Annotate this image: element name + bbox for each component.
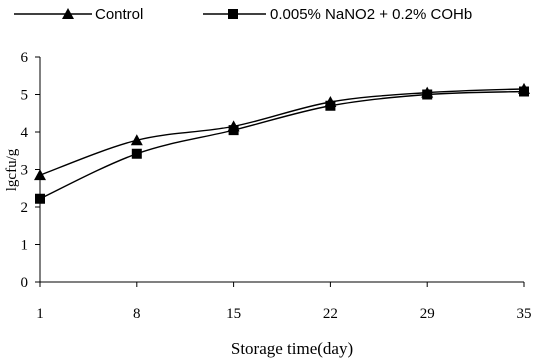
x-tick-label: 1: [36, 306, 44, 322]
x-axis-label: Storage time(day): [231, 339, 353, 358]
x-tick-label: 8: [133, 306, 141, 322]
data-point-square: [228, 125, 239, 136]
y-tick-label: 4: [21, 125, 29, 141]
x-tick-label: 35: [517, 306, 532, 322]
y-tick-label: 6: [21, 50, 29, 66]
legend-label-control: Control: [95, 6, 143, 23]
y-ticks: 0 1 2 3 4 5 6: [21, 50, 40, 291]
legend-item-treatment: 0.005% NaNO2 + 0.2% COHb: [203, 6, 472, 23]
series-line: [39, 90, 525, 200]
y-tick-label: 0: [21, 275, 29, 291]
y-axis-label: lgcfu/g: [4, 148, 20, 191]
x-ticks: 1 8 15 22 29 35: [36, 282, 532, 322]
legend-item-control: Control: [14, 6, 143, 23]
data-point-square: [519, 86, 529, 97]
data-point-square: [325, 100, 336, 111]
data-point-square: [35, 193, 45, 204]
data-point-triangle: [34, 169, 46, 181]
data-point-square: [131, 148, 142, 159]
series-line: [39, 88, 525, 176]
legend-label-treatment: 0.005% NaNO2 + 0.2% COHb: [270, 6, 472, 23]
x-tick-label: 15: [226, 306, 241, 322]
y-tick-label: 5: [21, 88, 29, 104]
y-tick-label: 3: [21, 163, 29, 179]
y-tick-label: 1: [21, 238, 29, 254]
y-tick-label: 2: [21, 200, 29, 216]
legend-marker-treatment: [228, 9, 238, 19]
legend: Control 0.005% NaNO2 + 0.2% COHb: [14, 6, 472, 23]
x-tick-label: 29: [420, 306, 435, 322]
data-point-triangle: [130, 134, 143, 146]
plot-series: [34, 82, 530, 204]
data-point-square: [422, 89, 433, 100]
x-tick-label: 22: [323, 306, 338, 322]
legend-marker-control: [62, 8, 74, 19]
series-treatment: [35, 86, 529, 204]
